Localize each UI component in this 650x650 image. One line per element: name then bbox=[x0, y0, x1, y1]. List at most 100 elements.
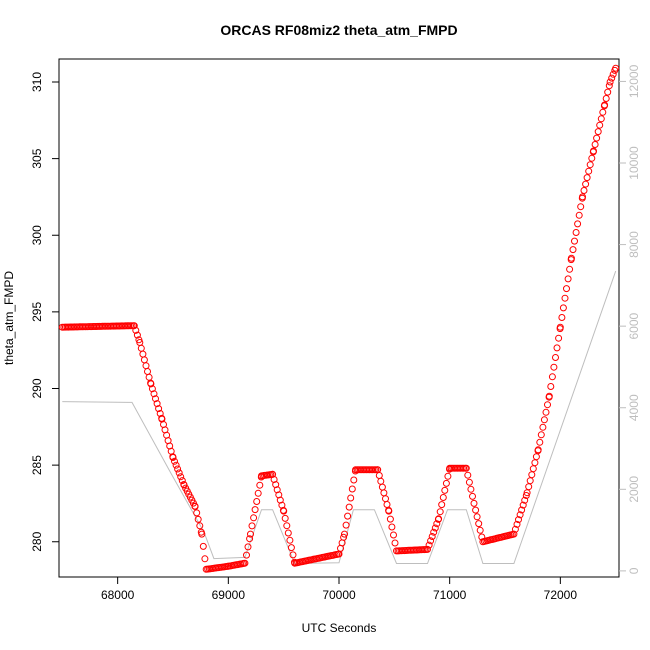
x-tick-label: 68000 bbox=[101, 588, 135, 602]
data-point bbox=[133, 331, 141, 339]
x-tick-label: 72000 bbox=[544, 588, 578, 602]
data-point bbox=[380, 489, 388, 497]
data-point bbox=[253, 498, 261, 505]
x-tick-label: 70000 bbox=[322, 588, 356, 602]
y-tick-label: 305 bbox=[30, 148, 44, 168]
data-point bbox=[518, 506, 526, 514]
data-point bbox=[375, 472, 383, 479]
data-point bbox=[428, 533, 436, 540]
data-point bbox=[567, 254, 575, 262]
data-point bbox=[590, 147, 597, 155]
data-point bbox=[391, 539, 399, 547]
data-point bbox=[386, 515, 394, 523]
y2-tick-label: 8000 bbox=[627, 231, 641, 258]
data-point bbox=[280, 507, 288, 515]
data-point bbox=[150, 390, 158, 398]
data-point bbox=[178, 477, 186, 485]
data-point bbox=[519, 501, 527, 509]
y-tick-label: 300 bbox=[30, 225, 44, 245]
data-point bbox=[586, 161, 594, 169]
data-point bbox=[383, 501, 391, 508]
data-point bbox=[516, 511, 524, 519]
data-point bbox=[382, 495, 389, 503]
data-point bbox=[544, 401, 551, 409]
data-point bbox=[155, 405, 163, 413]
secondary-series bbox=[62, 270, 617, 565]
data-point bbox=[193, 509, 201, 517]
data-point bbox=[139, 350, 147, 358]
plot-frame bbox=[58, 58, 620, 578]
data-point bbox=[601, 101, 609, 109]
data-point bbox=[196, 522, 204, 530]
data-point bbox=[609, 70, 617, 78]
data-point bbox=[612, 64, 620, 72]
data-point bbox=[537, 431, 545, 439]
data-point bbox=[433, 520, 441, 528]
data-point bbox=[579, 193, 586, 201]
data-point bbox=[559, 304, 567, 312]
data-point bbox=[378, 483, 386, 491]
y-tick-label: 280 bbox=[30, 531, 44, 551]
data-point bbox=[593, 134, 601, 142]
data-point bbox=[528, 471, 536, 479]
data-point bbox=[431, 524, 439, 532]
data-point bbox=[425, 541, 433, 549]
data-point bbox=[241, 559, 249, 567]
data-point bbox=[465, 478, 473, 486]
data-point bbox=[577, 203, 585, 211]
data-point bbox=[137, 344, 145, 352]
data-point bbox=[348, 485, 356, 493]
data-point bbox=[608, 74, 616, 82]
data-point bbox=[148, 385, 156, 393]
data-point bbox=[472, 506, 480, 514]
data-point bbox=[198, 530, 206, 538]
data-point bbox=[177, 473, 185, 481]
data-point bbox=[473, 513, 481, 521]
data-point bbox=[539, 423, 547, 431]
data-point bbox=[529, 465, 537, 473]
data-point bbox=[344, 512, 352, 520]
data-point bbox=[540, 416, 548, 424]
data-point bbox=[513, 520, 521, 528]
data-point bbox=[522, 492, 530, 499]
y-tick-label: 310 bbox=[30, 72, 44, 92]
data-point bbox=[244, 543, 252, 551]
data-point bbox=[521, 496, 529, 504]
data-point bbox=[169, 454, 177, 461]
data-point bbox=[550, 363, 558, 371]
data-point bbox=[510, 530, 518, 538]
data-point bbox=[563, 285, 570, 293]
data-point bbox=[588, 154, 596, 162]
data-point bbox=[548, 373, 556, 381]
data-point bbox=[281, 514, 289, 522]
data-point bbox=[172, 461, 180, 469]
secondary-y-axis-ticks: 0 2000 4000 6000 8000 10000 12000 bbox=[619, 64, 641, 574]
data-point bbox=[377, 477, 385, 485]
y-axis-label: theta_atm_FMPD bbox=[2, 271, 16, 365]
data-point bbox=[350, 476, 358, 484]
y2-tick-label: 0 bbox=[627, 567, 641, 574]
data-point bbox=[144, 368, 151, 375]
data-point bbox=[439, 494, 447, 501]
x-axis-label: UTC Seconds bbox=[302, 621, 377, 635]
data-point bbox=[385, 507, 393, 515]
data-point bbox=[435, 515, 443, 523]
data-point bbox=[526, 477, 534, 485]
data-point bbox=[243, 551, 250, 559]
data-point bbox=[511, 525, 519, 533]
data-point bbox=[284, 529, 292, 537]
data-point bbox=[594, 128, 602, 136]
data-point bbox=[130, 322, 138, 330]
data-point bbox=[599, 108, 607, 116]
data-point bbox=[469, 492, 476, 500]
data-point bbox=[132, 326, 140, 334]
data-point bbox=[174, 465, 182, 473]
y-tick-label: 285 bbox=[30, 455, 44, 475]
data-point bbox=[442, 479, 450, 487]
data-point bbox=[553, 344, 561, 352]
data-point bbox=[596, 121, 604, 129]
data-point bbox=[289, 551, 297, 559]
data-point bbox=[142, 362, 150, 370]
data-point bbox=[555, 334, 563, 342]
